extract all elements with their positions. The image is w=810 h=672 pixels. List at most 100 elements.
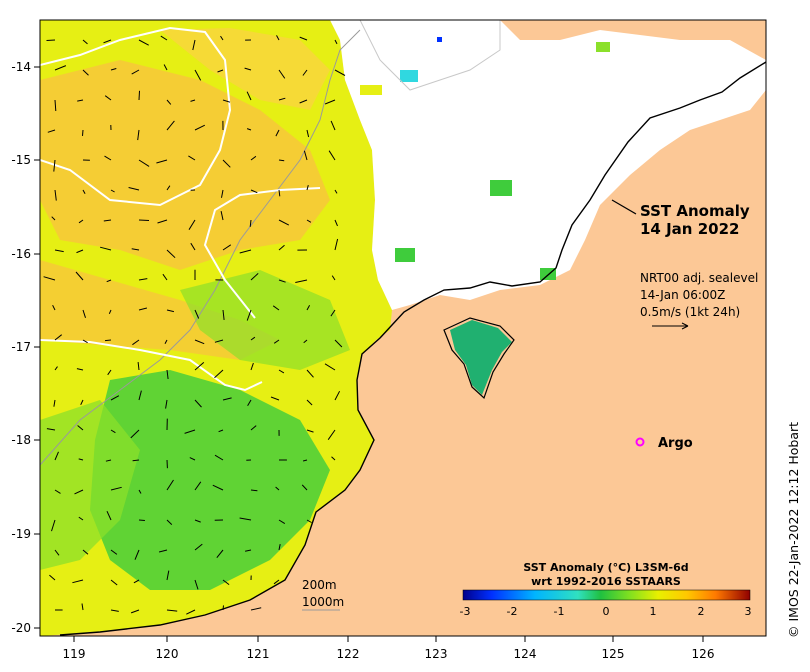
current-vector [194, 362, 205, 371]
current-vector [194, 481, 202, 491]
current-vector [214, 369, 224, 379]
current-vector [278, 244, 285, 251]
current-vector [295, 279, 308, 283]
current-vector [324, 99, 336, 105]
current-vector [334, 189, 338, 194]
lat-axis: -14 -15 -16 -17 -18 -19 -20 [11, 60, 40, 635]
current-vector [137, 362, 140, 371]
current-vector [303, 150, 308, 161]
contour-label-200m: 200m [302, 578, 337, 592]
current-vector [334, 69, 346, 76]
current-vector [138, 90, 140, 101]
lat-tick-label: -15 [11, 153, 31, 167]
current-vector [250, 607, 262, 611]
current-vector [194, 579, 199, 590]
current-vector [222, 579, 230, 585]
current-vector [138, 39, 149, 46]
current-vector [214, 339, 224, 343]
cool-anomaly-patch-3 [180, 270, 350, 370]
current-vector [82, 39, 88, 45]
current-vector [132, 339, 140, 346]
reference-arrow [652, 322, 689, 330]
current-vector [244, 549, 252, 552]
colorbar-tick: -2 [507, 605, 518, 618]
current-vector [166, 369, 169, 380]
current-vector [278, 219, 290, 226]
colorbar-ticks: -3 -2 -1 0 1 2 3 [460, 605, 752, 618]
current-vector [249, 219, 252, 227]
current-time: 14-Jan 06:00Z [640, 288, 725, 302]
current-vector [106, 279, 112, 283]
colorbar-title: SST Anomaly (°C) L3SM-6d [523, 561, 688, 574]
current-vector [301, 484, 308, 491]
current-vector [166, 519, 173, 525]
colorbar-tick: 0 [603, 605, 610, 618]
current-vector [222, 99, 231, 103]
current-vector [194, 543, 203, 551]
current-vector [160, 35, 168, 41]
current-vector [104, 339, 112, 342]
current-vector [104, 155, 112, 161]
current-vector [212, 484, 224, 491]
current-vector [334, 339, 343, 348]
current-vector [108, 309, 112, 315]
current-vector [334, 238, 339, 251]
current-vector [250, 273, 259, 281]
current-vector [334, 219, 338, 227]
current-vector [164, 339, 168, 344]
king-sound [450, 320, 512, 395]
current-vector [138, 519, 145, 521]
current-vector [163, 64, 168, 71]
coastline [59, 61, 766, 636]
current-vector [49, 574, 56, 581]
map-date: 14 Jan 2022 [640, 220, 739, 238]
current-vector [194, 124, 206, 131]
current-vector [186, 609, 196, 615]
current-vector [222, 309, 225, 320]
current-vector [250, 336, 256, 341]
current-vector [76, 249, 84, 254]
current-vector [51, 519, 56, 532]
current-vector [306, 399, 313, 406]
current-vector [78, 458, 84, 461]
lat-tick-label: -16 [11, 247, 31, 261]
current-vector [246, 128, 252, 131]
current-vector [128, 187, 140, 191]
argo-float-marker [635, 437, 645, 447]
current-vector [247, 399, 252, 407]
lat-tick-label: -17 [11, 340, 31, 354]
current-vector [54, 489, 61, 494]
current-vector [81, 603, 84, 611]
current-vector [306, 369, 314, 378]
current-vector [334, 390, 341, 401]
current-vector [246, 91, 252, 101]
current-vector [133, 579, 140, 584]
current-vector [103, 39, 112, 44]
map-title: SST Anomaly [640, 202, 750, 220]
current-vector [276, 35, 280, 41]
current-scale: 0.5m/s (1kt 24h) [640, 305, 740, 319]
current-vector [194, 309, 200, 319]
current-vector [222, 397, 232, 401]
lon-tick-label: 122 [337, 647, 360, 661]
lat-tick-label: -20 [11, 621, 31, 635]
sst-spot [400, 70, 418, 82]
current-vector [194, 519, 201, 523]
current-vector [51, 216, 56, 221]
current-vector [54, 334, 63, 341]
colorbar-subtitle: wrt 1992-2016 SSTAARS [531, 575, 681, 588]
current-vector [331, 275, 336, 281]
current-vector [82, 189, 86, 195]
current-vector [166, 185, 171, 191]
current-vector [306, 129, 310, 138]
current-vector [250, 155, 257, 161]
current-vector [82, 339, 88, 344]
current-vector [162, 273, 168, 281]
current-vector [246, 309, 252, 321]
current-vector [166, 309, 175, 313]
current-vector [194, 339, 205, 345]
cool-anomaly-patch [90, 370, 330, 590]
current-vector [190, 99, 196, 102]
current-vector [54, 99, 57, 112]
lon-tick-label: 121 [247, 647, 270, 661]
